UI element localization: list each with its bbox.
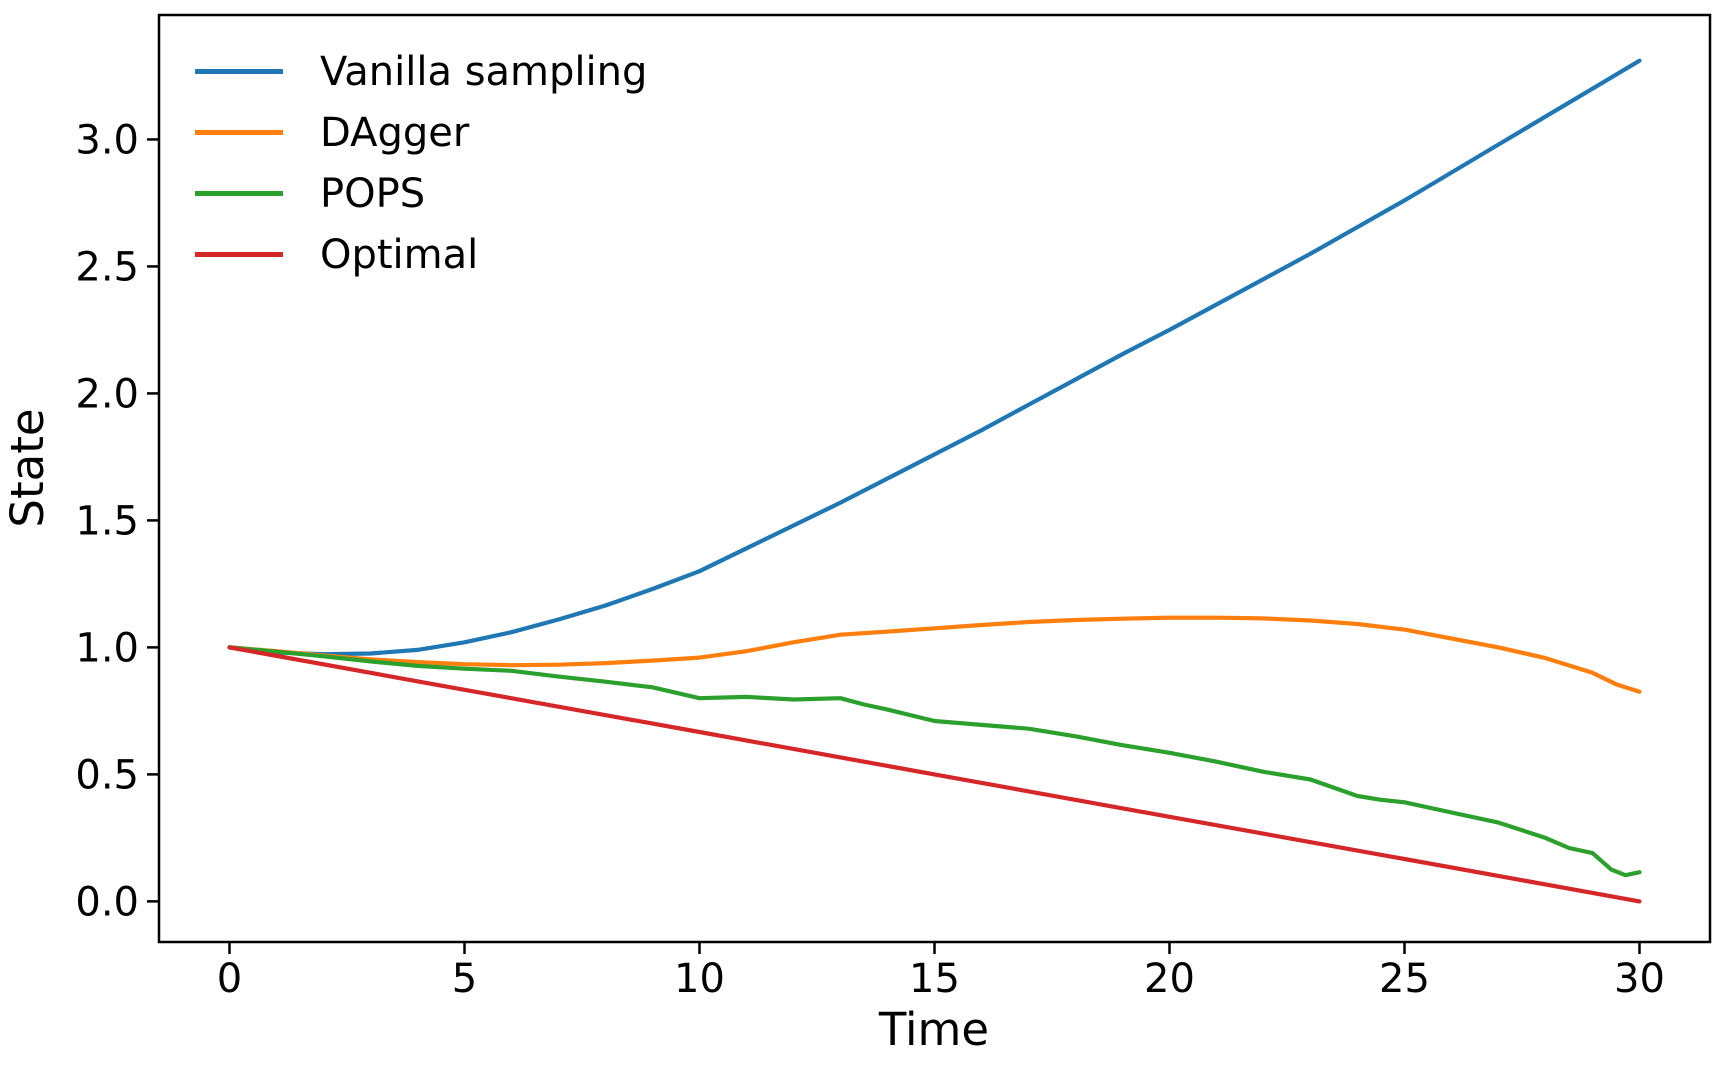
legend-item-optimal: Optimal	[195, 224, 647, 285]
x-axis-label: Time	[878, 1003, 989, 1056]
y-tick-label: 3.0	[75, 117, 139, 163]
legend-line-sample	[195, 191, 283, 196]
x-tick-label: 5	[452, 956, 477, 1002]
series-line-vanilla-sampling	[227, 58, 1642, 657]
y-tick-label: 0.0	[75, 879, 139, 925]
legend-line-sample	[195, 252, 283, 257]
x-tick-label: 20	[1144, 956, 1195, 1002]
legend-label: Optimal	[320, 231, 479, 278]
legend-item-pops: POPS	[195, 163, 647, 224]
x-tick-label: 10	[674, 956, 725, 1002]
y-tick-label: 1.5	[75, 498, 139, 544]
y-axis-label: State	[1, 408, 54, 527]
x-tick-label: 0	[217, 956, 242, 1002]
y-tick-label: 2.5	[75, 244, 139, 290]
series-line-pops	[227, 645, 1642, 878]
legend-label: DAgger	[320, 109, 470, 156]
legend-item-dagger: DAgger	[195, 102, 647, 163]
plot-generated-layer: 0 5 10 15 20 25 30 0.0 0.5 1.0 1.5 2.0 2.5 3.0	[75, 13, 1712, 1002]
y-tick-label: 1.0	[75, 625, 139, 671]
legend-item-vanilla-sampling: Vanilla sampling	[195, 41, 647, 102]
y-tick-label: 0.5	[75, 752, 139, 798]
x-tick-label: 25	[1379, 956, 1430, 1002]
x-tick-label: 30	[1614, 956, 1665, 1002]
legend-line-sample	[195, 69, 283, 74]
series-line-dagger	[227, 615, 1642, 694]
legend: Vanilla sampling DAgger POPS Optimal	[195, 41, 647, 285]
y-tick-label: 2.0	[75, 371, 139, 417]
series-line-optimal	[227, 645, 1642, 904]
legend-label: Vanilla sampling	[320, 48, 648, 95]
legend-label: POPS	[320, 170, 426, 217]
legend-line-sample	[195, 130, 283, 135]
x-tick-label: 15	[909, 956, 960, 1002]
